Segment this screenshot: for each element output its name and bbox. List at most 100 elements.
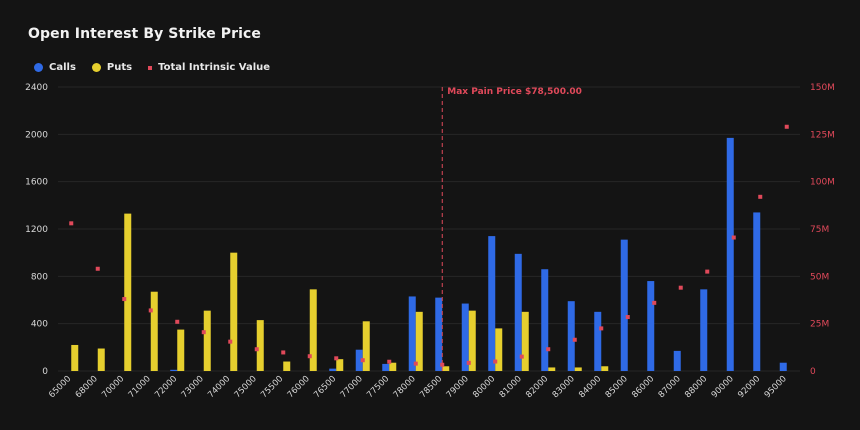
calls-bar [567, 301, 575, 371]
calls-bar [673, 350, 681, 371]
calls-bar [726, 137, 734, 371]
puts-bar [283, 361, 291, 371]
intrinsic-value-point [254, 347, 259, 352]
intrinsic-value-point [281, 350, 286, 355]
y-right-tick-label: 150M [810, 83, 835, 93]
x-tick-label: 77500 [365, 374, 391, 400]
intrinsic-value-point [758, 194, 763, 199]
intrinsic-value-point [731, 235, 736, 240]
calls-bar [382, 363, 390, 371]
intrinsic-value-point [519, 354, 524, 359]
legend-item-puts[interactable]: Puts [91, 62, 133, 73]
intrinsic-value-point [122, 297, 127, 302]
intrinsic-value-point [307, 354, 312, 359]
intrinsic-value-point [95, 266, 100, 271]
intrinsic-value-point [652, 300, 657, 305]
y-left-tick-label: 800 [31, 272, 48, 282]
x-tick-label: 74000 [206, 374, 232, 400]
chart-title: Open Interest By Strike Price [28, 26, 262, 42]
puts-bar [97, 348, 105, 371]
y-left-tick-label: 1200 [25, 225, 48, 235]
intrinsic-value-point [572, 337, 577, 342]
calls-bar [647, 281, 655, 371]
x-tick-label: 76000 [286, 374, 312, 400]
y-right-tick-label: 25M [810, 320, 829, 330]
x-tick-label: 85000 [604, 374, 630, 400]
intrinsic-value-point [678, 285, 683, 290]
intrinsic-value-point [493, 359, 498, 364]
legend-label-puts: Puts [106, 62, 133, 73]
puts-bar [601, 366, 609, 371]
y-right-tick-label: 50M [810, 272, 829, 282]
puts-bar [256, 320, 264, 371]
x-tick-label: 87000 [657, 374, 683, 400]
x-tick-label: 95000 [763, 374, 789, 400]
intrinsic-value-point [387, 359, 392, 364]
x-tick-label: 77000 [339, 374, 365, 400]
x-tick-label: 75500 [259, 374, 285, 400]
intrinsic-value-point [784, 124, 789, 129]
intrinsic-value-point [228, 339, 233, 344]
x-tick-label: 86000 [630, 374, 656, 400]
legend-label-calls: Calls [49, 62, 76, 73]
x-tick-label: 78500 [418, 374, 444, 400]
x-tick-label: 65000 [47, 374, 73, 400]
calls-bar [329, 368, 337, 371]
calls-bar [488, 236, 496, 371]
x-tick-label: 80000 [471, 374, 497, 400]
legend-item-calls[interactable]: Calls [34, 62, 76, 73]
intrinsic-value-point [599, 326, 604, 331]
intrinsic-value-point [625, 315, 630, 320]
puts-bar [442, 366, 450, 371]
y-left-tick-label: 1600 [25, 178, 48, 188]
y-left-tick-label: 2000 [25, 130, 48, 140]
y-left-tick-label: 2400 [25, 83, 48, 93]
calls-bar [620, 239, 628, 371]
y-left-tick-label: 400 [31, 320, 48, 330]
x-tick-label: 76500 [312, 374, 338, 400]
intrinsic-value-point [148, 308, 153, 313]
intrinsic-value-point [466, 360, 471, 365]
intrinsic-value-point [334, 356, 339, 361]
puts-bar [362, 321, 370, 371]
x-tick-label: 72000 [153, 374, 179, 400]
calls-bar [355, 349, 363, 371]
x-tick-label: 68000 [74, 374, 100, 400]
calls-bar [700, 289, 708, 371]
x-tick-label: 90000 [710, 374, 736, 400]
puts-bar [309, 289, 317, 371]
calls-bar [461, 303, 469, 371]
puts-bar [177, 329, 185, 371]
puts-bar [230, 252, 238, 371]
x-tick-label: 75000 [233, 374, 259, 400]
intrinsic-swatch [148, 65, 153, 70]
puts-bar [389, 362, 397, 371]
calls-bar [514, 253, 522, 371]
intrinsic-value-point [360, 358, 365, 363]
puts-bar [71, 344, 79, 371]
x-tick-label: 84000 [577, 374, 603, 400]
y-right-tick-label: 100M [810, 178, 835, 188]
y-right-tick-label: 125M [810, 130, 835, 140]
legend-item-intrinsic[interactable]: Total Intrinsic Value [148, 62, 270, 73]
intrinsic-value-point [440, 362, 445, 367]
calls-bar [541, 269, 549, 371]
calls-bar [779, 362, 787, 371]
puts-bar [124, 213, 132, 371]
x-tick-label: 82000 [524, 374, 550, 400]
calls-bar [435, 297, 443, 371]
x-tick-label: 79000 [445, 374, 471, 400]
max-pain-label: Max Pain Price $78,500.00 [447, 87, 582, 97]
y-left-tick-label: 0 [42, 367, 48, 377]
puts-bar [521, 311, 529, 371]
puts-bar [548, 367, 556, 371]
puts-bar [468, 310, 476, 371]
calls-bar [753, 212, 761, 371]
x-tick-label: 73000 [180, 374, 206, 400]
x-tick-label: 78000 [392, 374, 418, 400]
calls-swatch [34, 63, 43, 72]
puts-bar [495, 328, 503, 371]
x-tick-label: 70000 [100, 374, 126, 400]
calls-bar [170, 369, 178, 371]
puts-bar [574, 367, 582, 371]
